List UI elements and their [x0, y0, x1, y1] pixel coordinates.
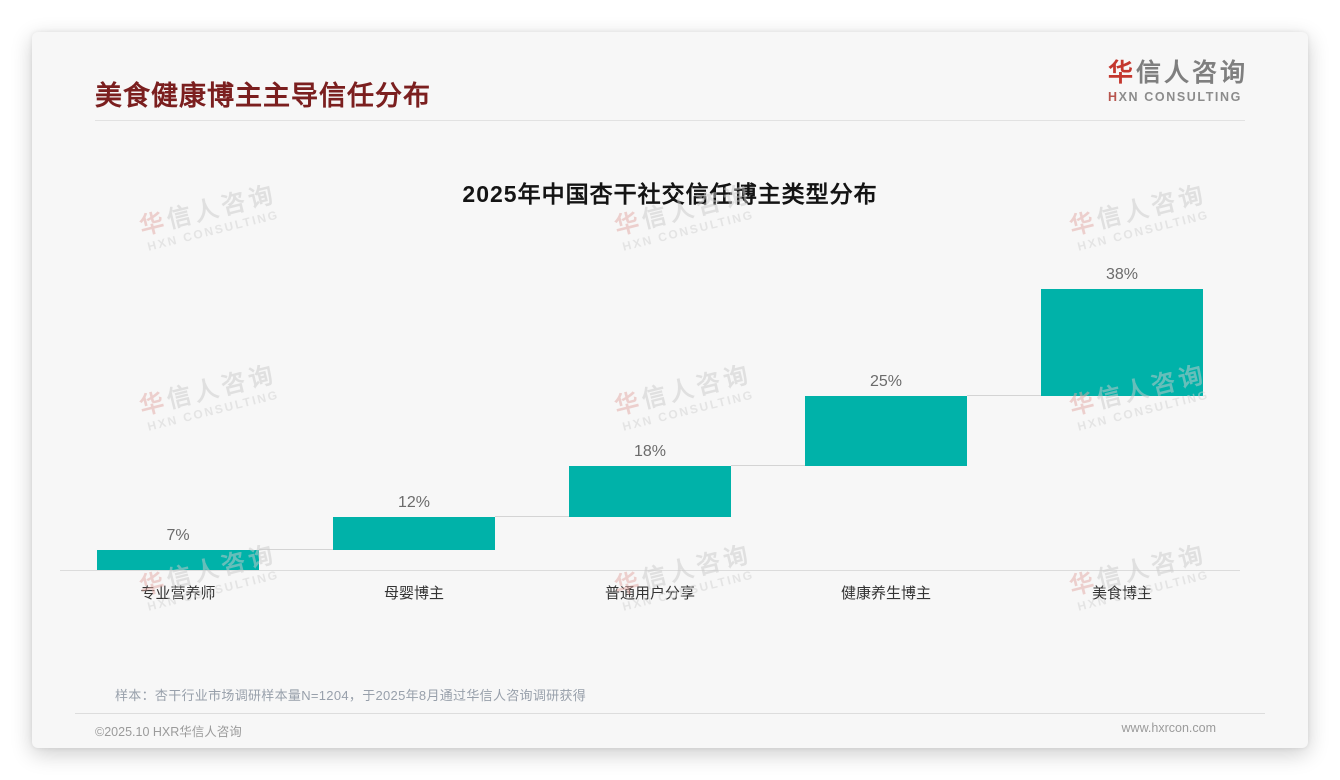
logo-english-name: HXN CONSULTING [1107, 89, 1242, 104]
category-axis: 专业营养师 母婴博主 普通用户分享 健康养生博主 美食博主 [60, 582, 1240, 603]
x-axis-line [60, 570, 1240, 571]
page-title: 美食健康博主主导信任分布 [95, 81, 431, 111]
category-label: 专业营养师 [140, 585, 216, 602]
bar-value-label: 25% [869, 372, 903, 390]
waterfall-bar-4 [805, 395, 967, 467]
waterfall-bar-2 [333, 516, 495, 551]
step-connector [967, 394, 1041, 396]
bar-value-label: 7% [166, 527, 190, 545]
category-label: 美食博主 [1091, 585, 1152, 602]
step-connector [495, 515, 569, 517]
bar-value-label: 18% [633, 443, 667, 461]
bar-value-label: 12% [397, 493, 431, 511]
category-label: 普通用户分享 [604, 585, 695, 602]
header: 美食健康博主主导信任分布 华信人咨询 HXN CONSULTING [95, 59, 1248, 122]
step-connector [259, 549, 333, 551]
report-card: 美食健康博主主导信任分布 华信人咨询 HXN CONSULTING 2025年中… [32, 32, 1308, 748]
waterfall-bar-1 [97, 550, 259, 570]
footer: ©2025.10 HXR华信人咨询 www.hxrcon.com [95, 721, 1216, 740]
category-label: 健康养生博主 [840, 585, 931, 602]
footer-divider [75, 713, 1265, 714]
waterfall-bar-5 [1041, 289, 1203, 396]
waterfall-bar-3 [569, 466, 731, 517]
sample-footnote: 样本：杏干行业市场调研样本量N=1204，于2025年8月通过华信人咨询调研获得 [115, 688, 587, 703]
logo-chinese-name: 华信人咨询 [1107, 59, 1248, 87]
copyright-text: ©2025.10 HXR华信人咨询 [95, 725, 242, 739]
waterfall-chart: 7% 12% 18% 25% 38% [60, 266, 1240, 570]
bar-value-label: 38% [1105, 266, 1139, 283]
category-label: 母婴博主 [383, 585, 444, 602]
website-link[interactable]: www.hxrcon.com [1121, 721, 1216, 735]
header-divider [95, 120, 1245, 121]
step-connector [731, 465, 805, 467]
company-logo: 华信人咨询 HXN CONSULTING [1107, 59, 1248, 104]
chart-title: 2025年中国杏干社交信任博主类型分布 [462, 181, 878, 207]
